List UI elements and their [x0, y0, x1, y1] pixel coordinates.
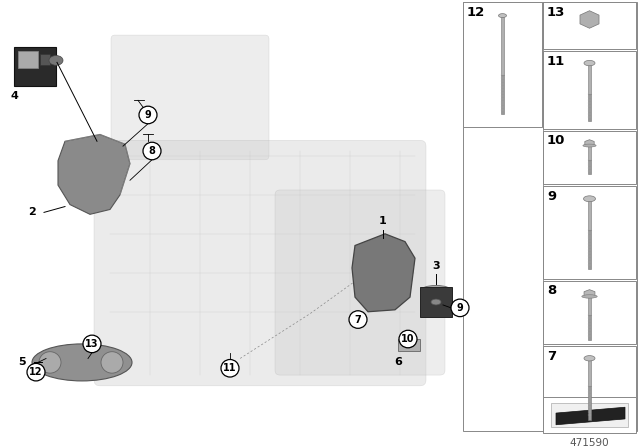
Bar	[588, 159, 591, 174]
Bar	[588, 360, 591, 386]
Text: 13: 13	[547, 6, 565, 19]
Text: 471590: 471590	[570, 439, 609, 448]
Text: 11: 11	[547, 55, 565, 68]
Text: 12: 12	[467, 6, 485, 19]
Bar	[501, 17, 504, 75]
Bar	[420, 288, 452, 317]
Text: 4: 4	[10, 90, 18, 101]
Text: 3: 3	[432, 261, 440, 271]
Bar	[14, 47, 56, 86]
Bar	[543, 280, 636, 344]
Bar	[543, 397, 636, 433]
Text: 8: 8	[148, 146, 156, 156]
FancyBboxPatch shape	[111, 35, 269, 160]
Bar	[588, 94, 591, 121]
Bar	[543, 346, 636, 429]
Bar	[543, 2, 636, 49]
Circle shape	[143, 142, 161, 160]
Ellipse shape	[582, 295, 597, 298]
Ellipse shape	[101, 352, 123, 373]
Text: 1: 1	[379, 216, 387, 226]
Ellipse shape	[499, 13, 506, 17]
Circle shape	[27, 363, 45, 381]
Text: 7: 7	[547, 350, 556, 363]
Text: 9: 9	[456, 303, 463, 313]
Text: 7: 7	[355, 314, 362, 324]
Text: 2: 2	[28, 207, 36, 217]
Polygon shape	[556, 407, 625, 425]
Polygon shape	[585, 140, 594, 147]
Circle shape	[83, 335, 101, 353]
Bar	[588, 145, 591, 159]
Ellipse shape	[431, 299, 441, 305]
Polygon shape	[584, 290, 595, 298]
Text: 8: 8	[547, 284, 556, 297]
Bar	[588, 201, 591, 230]
Ellipse shape	[584, 60, 595, 66]
Bar	[398, 339, 420, 351]
Ellipse shape	[584, 196, 595, 202]
Text: 9: 9	[145, 110, 152, 120]
Ellipse shape	[583, 144, 596, 147]
Bar	[588, 65, 591, 94]
Bar	[543, 130, 636, 184]
Text: 11: 11	[223, 363, 237, 373]
Bar	[543, 186, 636, 279]
Polygon shape	[58, 134, 130, 214]
Bar	[543, 51, 636, 129]
Text: 13: 13	[85, 339, 99, 349]
Text: 9: 9	[547, 190, 556, 203]
Bar	[551, 403, 628, 426]
Circle shape	[139, 106, 157, 124]
FancyBboxPatch shape	[94, 140, 426, 386]
Bar	[40, 54, 50, 65]
Text: 10: 10	[547, 134, 565, 147]
Ellipse shape	[584, 356, 595, 361]
Ellipse shape	[39, 352, 61, 373]
Text: 5: 5	[18, 358, 26, 367]
Circle shape	[399, 330, 417, 348]
Polygon shape	[352, 234, 415, 312]
Ellipse shape	[405, 342, 413, 348]
Bar	[501, 75, 504, 114]
Ellipse shape	[421, 285, 451, 295]
Bar	[463, 2, 542, 127]
Ellipse shape	[49, 56, 63, 65]
Circle shape	[451, 299, 469, 317]
Text: 10: 10	[401, 334, 415, 344]
Bar	[588, 386, 591, 420]
Polygon shape	[580, 11, 599, 28]
Ellipse shape	[32, 344, 132, 381]
Bar	[588, 315, 591, 340]
Bar	[18, 51, 38, 68]
Text: 6: 6	[394, 357, 402, 366]
Bar	[463, 2, 637, 431]
Circle shape	[221, 359, 239, 377]
Text: 12: 12	[29, 367, 43, 377]
FancyBboxPatch shape	[275, 190, 445, 375]
Bar	[588, 296, 591, 315]
Circle shape	[349, 311, 367, 328]
Bar	[588, 230, 591, 269]
